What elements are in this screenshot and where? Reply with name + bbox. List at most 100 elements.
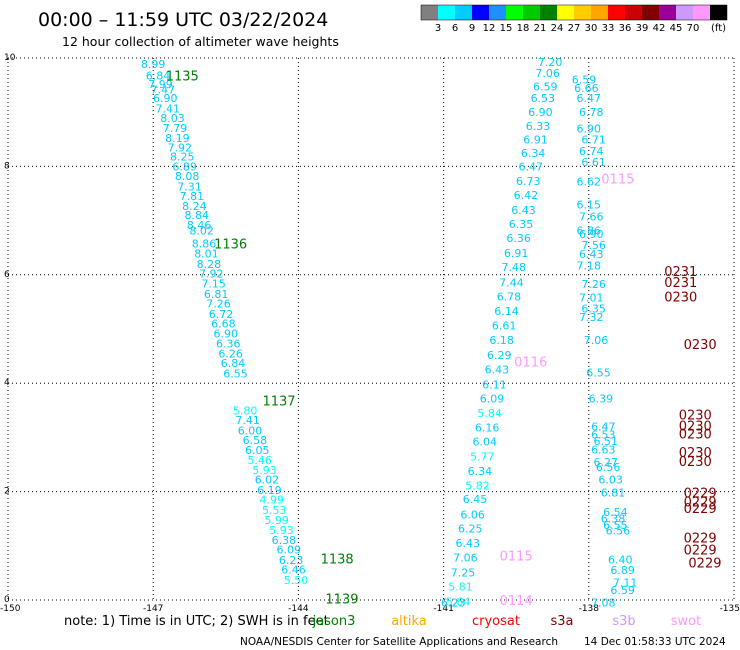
x-tick-label: -141 [433,604,453,614]
colorbar-swatch [642,5,659,20]
wave-height-cryosat: 6.45 [463,493,488,506]
wave-height-jason3: 5.46 [247,454,272,467]
wave-height-jason3: 5.93 [252,464,277,477]
colorbar-label: 70 [687,23,700,34]
wave-height-s3a: 6.39 [589,392,614,405]
wave-height-cryosat: 7.20 [538,56,563,69]
colorbar-legend: 3 6 9 12 15 18 21 24 27 30 33 36 39 42 45 70 [420,4,728,34]
wave-height-s3a: 6.38 [601,513,626,526]
x-tick-label: -150 [0,604,21,614]
wave-height-jason3: 7.41 [235,414,260,427]
wave-height-cryosat: 5.64 [446,596,471,609]
wave-height-s3a: 6.62 [577,176,602,189]
wave-height-s3a: 6.81 [601,487,626,500]
wave-height-jason3: 7.47 [151,83,176,96]
wave-height-jason3: 6.84 [221,357,246,370]
footer-note: note: 1) Time is in UTC; 2) SWH is in fe… [64,614,329,629]
colorbar-swatch [557,5,574,20]
wave-height-jason3: 7.41 [155,102,180,115]
satellite-jason3: jason3 [312,614,356,629]
wave-height-cryosat: 6.16 [475,422,500,435]
pass-time-jason3: 1136 [214,237,247,252]
colorbar-unit: (ft) [711,23,726,34]
wave-height-jason3: 7.99 [148,78,173,91]
y-tick-label: 4 [4,378,10,388]
wave-height-cryosat: 6.34 [468,465,493,478]
wave-height-cryosat: 6.11 [482,378,507,391]
y-tick-label: 2 [4,487,10,497]
satellite-legend: jason3 altika cryosat s3a s3b swot [312,614,702,629]
chart-subtitle: 12 hour collection of altimeter wave hei… [62,34,339,49]
wave-height-s3a: 7.11 [613,577,638,590]
wave-height-cryosat: 6.42 [514,189,539,202]
wave-height-s3a: 6.51 [593,435,618,448]
wave-height-jason3: 7.81 [180,190,205,203]
wave-height-s3a: 7.56 [581,239,606,252]
colorbar-swatch [438,5,455,20]
pass-time-s3a: 0230 [679,419,712,434]
colorbar-label: 33 [602,23,615,34]
wave-height-jason3: 7.79 [163,122,188,135]
wave-height-jason3: 8.25 [170,151,195,164]
wave-height-swot: 6.23 [441,597,466,610]
wave-height-cryosat: 6.43 [456,537,481,550]
pass-time-s3a: 0229 [684,487,717,502]
wave-height-s3a: 6.86 [577,224,602,237]
colorbar-label: 36 [619,23,632,34]
wave-height-s3a: 6.15 [577,198,602,211]
wave-height-cryosat: 7.48 [502,261,527,274]
y-tick-label: 10 [4,53,16,63]
wave-height-jason3: 8.84 [185,209,210,222]
wave-height-jason3: 6.90 [214,327,239,340]
colorbar-swatch [574,5,591,20]
wave-height-jason3: 8.02 [189,224,214,237]
x-tick-label: -135 [720,604,740,614]
colorbar-label: 3 [435,23,441,34]
pass-time-jason3: 1135 [166,69,199,84]
colorbar-label: 39 [636,23,649,34]
satellite-s3a: s3a [550,614,573,629]
wave-height-s3a: 7.32 [579,311,604,324]
colorbar-label: 42 [653,23,666,34]
wave-height-cryosat: 5.84 [477,407,502,420]
x-tick-label: -138 [579,604,600,614]
wave-height-s3a: 6.90 [577,122,602,135]
colorbar-swatch [540,5,557,20]
colorbar-label: 15 [500,23,513,34]
wave-height-jason3: 6.02 [255,474,280,487]
wave-height-s3a: 6.56 [606,525,631,538]
colorbar-frame [420,4,728,21]
wave-height-jason3: 5.50 [284,574,309,587]
pass-time-jason3: 1138 [321,552,354,567]
wave-height-s3a: 6.54 [603,506,628,519]
satellite-altika: altika [391,614,427,629]
wave-height-s3a: 6.66 [574,82,599,95]
footer-timestamp: 14 Dec 01:58:33 UTC 2024 [584,636,726,648]
pass-time-s3a: 0230 [664,290,697,305]
grid-lines [7,57,735,601]
colorbar-label: 27 [568,23,581,34]
wave-height-jason3: 6.09 [276,544,301,557]
wave-height-s3a: 7.18 [577,260,602,273]
colorbar-swatch [421,5,438,20]
wave-height-s3a: 6.27 [593,456,618,469]
wave-height-cryosat: 6.47 [518,160,543,173]
colorbar-swatch [608,5,625,20]
wave-height-s3a: 6.03 [598,474,623,487]
wave-height-jason3: 8.86 [192,237,217,250]
colorbar-label: 30 [585,23,598,34]
x-tick-label: -144 [288,604,309,614]
colorbar-label: 9 [469,23,475,34]
wave-height-jason3: 8.46 [187,219,212,232]
x-tick-label: -147 [143,604,163,614]
colorbar-swatch [523,5,540,20]
wave-height-s3a: 6.55 [603,519,628,532]
colorbar-label: 18 [517,23,530,34]
wave-height-s3a: 6.78 [579,106,604,119]
wave-height-s3a: 7.01 [579,292,604,305]
chart-title: 00:00 – 11:59 UTC 03/22/2024 [38,9,328,31]
wave-height-s3a: 6.35 [581,302,606,315]
wave-height-s3a: 6.74 [579,145,604,158]
pass-time-s3a: 0230 [684,338,717,353]
y-tick-label: 0 [4,595,10,605]
